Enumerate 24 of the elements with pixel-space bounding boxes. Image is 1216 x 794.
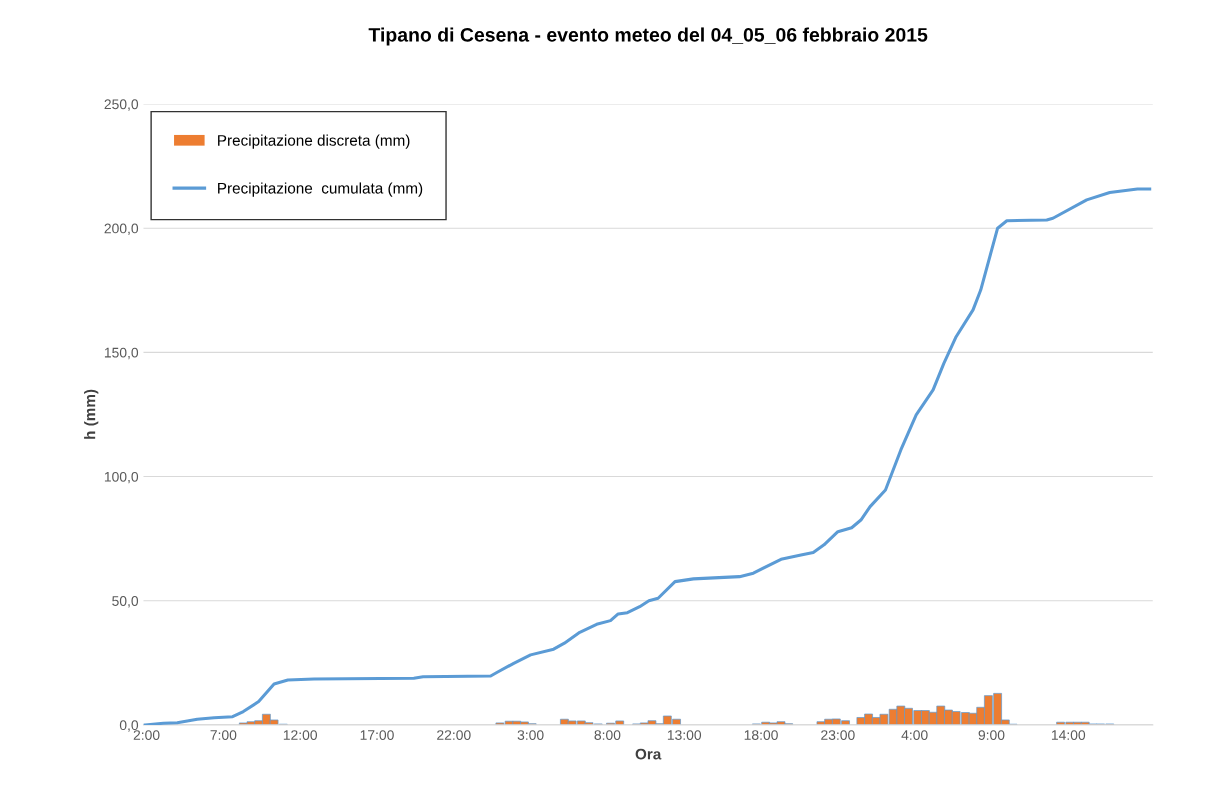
x-tick-label: 12:00 [283, 730, 318, 740]
x-tick-label: 2:00 [133, 730, 160, 740]
legend-label: Precipitazione cumulata (mm) [218, 182, 423, 197]
x-tick-label: 9:00 [978, 730, 1005, 740]
y-tick-label: 200,0 [104, 223, 139, 236]
x-tick-label: 8:00 [594, 730, 621, 740]
x-tick-label: 23:00 [821, 730, 855, 740]
y-tick-label: 100,0 [104, 471, 139, 484]
chart-title: Tipano di Cesena - evento meteo del 04_05_06 febbraio 2015 [368, 27, 928, 46]
x-tick-label: 3:00 [517, 730, 544, 740]
legend-label: Precipitazione discreta (mm) [218, 134, 410, 149]
x-tick-label: 17:00 [360, 730, 394, 740]
x-tick-label: 22:00 [437, 730, 471, 740]
y-tick-label: 150,0 [104, 347, 139, 360]
y-tick-label: 250,0 [104, 99, 139, 111]
x-tick-label: 14:00 [1051, 730, 1086, 740]
x-tick-label: 4:00 [901, 730, 928, 740]
x-tick-label: 18:00 [744, 730, 778, 740]
y-axis-title: h (mm) [84, 389, 99, 439]
x-tick-label: 7:00 [210, 730, 237, 740]
y-tick-label: 0,0 [119, 720, 139, 732]
x-axis-title: Ora [635, 748, 662, 760]
x-tick-label: 13:00 [667, 730, 702, 740]
y-tick-label: 50,0 [112, 596, 139, 608]
